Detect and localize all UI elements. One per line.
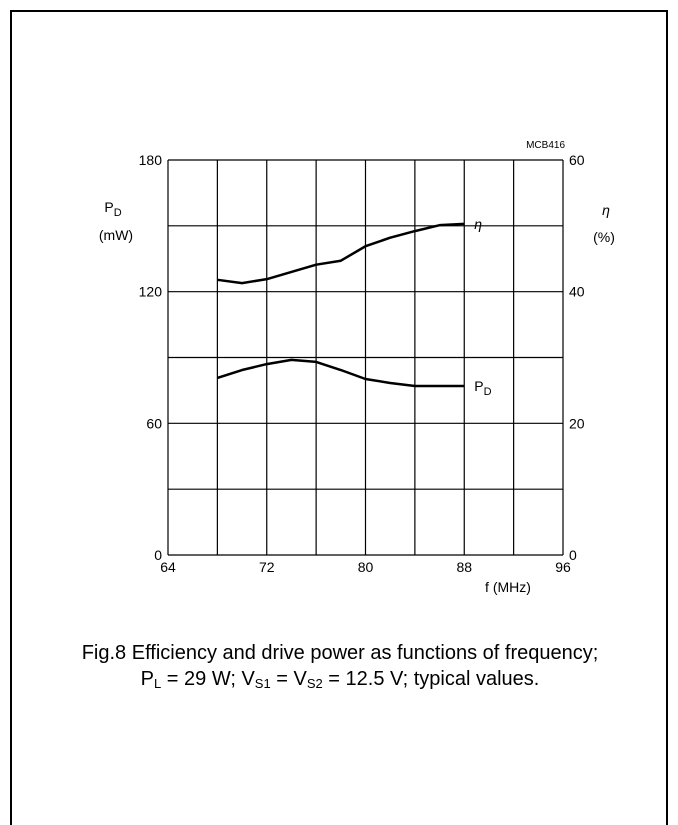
series-line	[217, 222, 465, 285]
x-tick-label: 72	[259, 559, 275, 575]
y-axis-label: PD	[104, 199, 121, 219]
x-tick-label: 64	[160, 559, 176, 575]
series-label: η	[474, 216, 482, 232]
series-label: PD	[474, 378, 491, 398]
caption-subscript: S2	[306, 676, 323, 691]
caption-subscript: L	[153, 676, 162, 691]
series-name: P	[474, 378, 483, 394]
y2-tick-label: 20	[569, 415, 585, 431]
series-line	[216, 358, 465, 388]
caption-text: = V	[270, 668, 307, 690]
caption-subscript: S1	[254, 676, 271, 691]
y-tick-label: 180	[139, 152, 163, 168]
y2-axis-unit: (%)	[593, 229, 615, 245]
figure-code: MCB416	[526, 140, 565, 151]
y-tick-label: 0	[154, 547, 162, 563]
y2-tick-label: 0	[569, 547, 577, 563]
caption-text: Fig.8 Efficiency and drive power as func…	[81, 642, 599, 690]
y-label-main: P	[104, 199, 113, 215]
y2-tick-label: 40	[569, 284, 585, 300]
series-name-sub: D	[484, 386, 492, 398]
x-axis-label: f (MHz)	[485, 579, 531, 595]
y-label-sub: D	[114, 207, 122, 219]
y-axis-unit: (mW)	[99, 227, 133, 243]
series-name: η	[474, 216, 482, 232]
x-tick-label: 80	[358, 559, 374, 575]
y-tick-label: 60	[146, 415, 162, 431]
y-tick-label: 120	[139, 284, 163, 300]
frame	[10, 10, 668, 825]
x-tick-label: 88	[456, 559, 472, 575]
caption: Fig.8 Efficiency and drive power as func…	[70, 640, 610, 692]
caption-text: = 29 W; V	[161, 668, 255, 690]
x-tick-label: 96	[555, 559, 571, 575]
y2-axis-label: η	[602, 202, 610, 218]
y2-tick-label: 60	[569, 152, 585, 168]
caption-text: = 12.5 V; typical values.	[322, 668, 540, 690]
